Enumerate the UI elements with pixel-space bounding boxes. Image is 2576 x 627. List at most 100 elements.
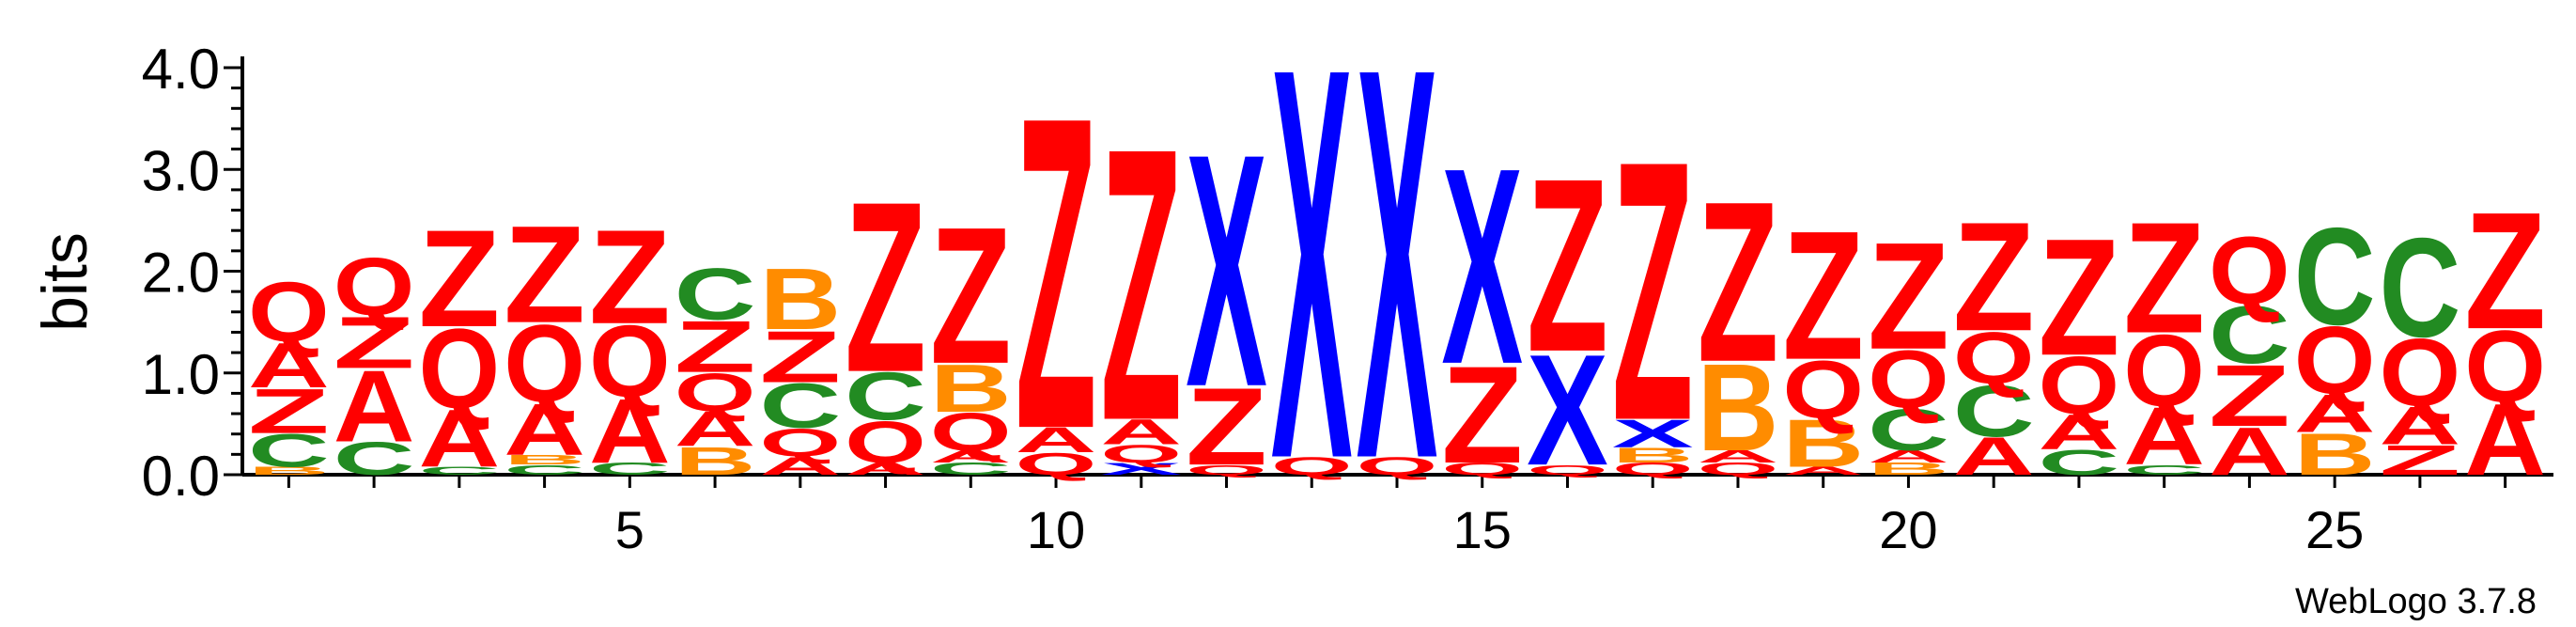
logo-letter-Q: Q: [1868, 334, 1949, 426]
logo-letter-Z: Z: [1186, 365, 1267, 488]
logo-letter-Q: Q: [248, 265, 330, 360]
logo-letter-Q: Q: [589, 306, 671, 418]
logo-letter-B: B: [1612, 444, 1694, 467]
logo-letter-A: A: [589, 381, 671, 483]
logo-letter-Z: Z: [1527, 127, 1608, 403]
logo-letter-Q: Q: [418, 306, 500, 432]
logo-letter-Z: Z: [2464, 179, 2546, 365]
letter-stack: QXZ: [1527, 127, 1608, 498]
logo-letter-Q: Q: [1953, 318, 2035, 400]
y-tick-label: 3.0: [142, 139, 220, 202]
logo-letter-A: A: [845, 460, 926, 478]
letter-stack: QX: [1357, 0, 1438, 576]
logo-letter-Z: Z: [248, 375, 330, 447]
logo-letter-A: A: [2294, 384, 2376, 444]
logo-letter-A: A: [1953, 426, 2035, 486]
logo-letter-Q: Q: [1016, 447, 1097, 482]
logo-letter-B: B: [248, 464, 330, 477]
logo-letter-Q: Q: [845, 410, 926, 476]
logo-letter-C: C: [2209, 290, 2290, 381]
logo-letter-B: B: [2294, 421, 2376, 487]
logo-letter-C: C: [2380, 209, 2461, 367]
logo-letter-C: C: [845, 358, 926, 434]
logo-letter-A: A: [930, 447, 1012, 466]
logo-letter-Q: Q: [1698, 460, 1779, 478]
logo-letter-Q: Q: [1357, 452, 1438, 480]
logo-letter-A: A: [1016, 420, 1097, 460]
logo-letter-Q: Q: [2039, 340, 2120, 432]
logo-letter-A: A: [1868, 447, 1949, 466]
letter-stack: QX: [1271, 0, 1353, 576]
logo-letter-Q: Q: [1527, 462, 1608, 478]
logo-letter-A: A: [248, 330, 330, 401]
logo-letter-C: C: [504, 462, 585, 478]
logo-letter-B: B: [759, 250, 841, 348]
logo-letter-X: X: [1527, 321, 1608, 498]
logo-letter-C: C: [248, 425, 330, 477]
logo-letter-Z: Z: [845, 152, 926, 424]
logo-letter-Q: Q: [759, 421, 841, 465]
logo-letter-Q: Q: [2464, 311, 2546, 424]
logo-letter-C: C: [1953, 370, 2035, 452]
logo-letter-B: B: [930, 350, 1012, 426]
logo-letter-Q: Q: [2380, 319, 2461, 427]
logo-letter-B: B: [1782, 405, 1864, 481]
y-tick-label: 0.0: [142, 445, 220, 508]
logo-letter-Z: Z: [2380, 437, 2461, 484]
letter-stack: AQZ: [2464, 179, 2546, 497]
logo-letter-A: A: [2464, 384, 2546, 496]
logo-letter-Z: Z: [930, 186, 1012, 404]
logo-letter-Z: Z: [1782, 193, 1864, 399]
logo-letter-Z: Z: [418, 201, 500, 356]
logo-letter-Z: Z: [1100, 67, 1182, 502]
axes: 0.0 1.0 2.0 3.0 4.0 5 10 15 20 25: [142, 38, 2553, 559]
logo-letter-B: B: [1698, 338, 1779, 478]
logo-letter-Z: Z: [2039, 205, 2120, 391]
letter-stacks: BCZAQCAZQCAQZCBAQZCAQZBAQZCAQCZBAQCZCAQB…: [248, 0, 2546, 576]
logo-letter-Q: Q: [1612, 460, 1694, 478]
logo-letter-Z: Z: [1953, 189, 2035, 364]
logo-letter-Z: Z: [1016, 25, 1097, 522]
logo-letter-X: X: [1271, 0, 1353, 576]
logo-letter-A: A: [2380, 396, 2461, 456]
letter-stack: QZX: [1441, 109, 1523, 492]
logo-letter-C: C: [930, 460, 1012, 478]
logo-letter-Z: Z: [2123, 190, 2205, 367]
logo-letter-Z: Z: [1612, 84, 1694, 497]
logo-letter-B: B: [675, 440, 756, 484]
logo-letter-Q: Q: [1441, 460, 1523, 478]
y-tick-label: 1.0: [142, 343, 220, 406]
logo-letter-A: A: [418, 393, 500, 484]
logo-letter-X: X: [1612, 412, 1694, 456]
logo-letter-A: A: [2039, 404, 2120, 460]
logo-letter-Q: Q: [675, 362, 756, 422]
logo-letter-C: C: [675, 253, 756, 335]
logo-letter-Q: Q: [2209, 216, 2290, 324]
logo-letter-C: C: [1868, 397, 1949, 462]
logo-letter-A: A: [2209, 413, 2290, 489]
x-tick-label: 10: [1027, 500, 1085, 559]
logo-letter-X: X: [1100, 460, 1182, 478]
logo-letter-Q: Q: [930, 401, 1012, 462]
logo-letter-Q: Q: [334, 242, 415, 334]
logo-letter-Z: Z: [1868, 212, 1949, 382]
logo-letter-C: C: [2294, 199, 2376, 353]
logo-letter-C: C: [589, 460, 671, 478]
logo-letter-B: B: [1868, 460, 1949, 478]
